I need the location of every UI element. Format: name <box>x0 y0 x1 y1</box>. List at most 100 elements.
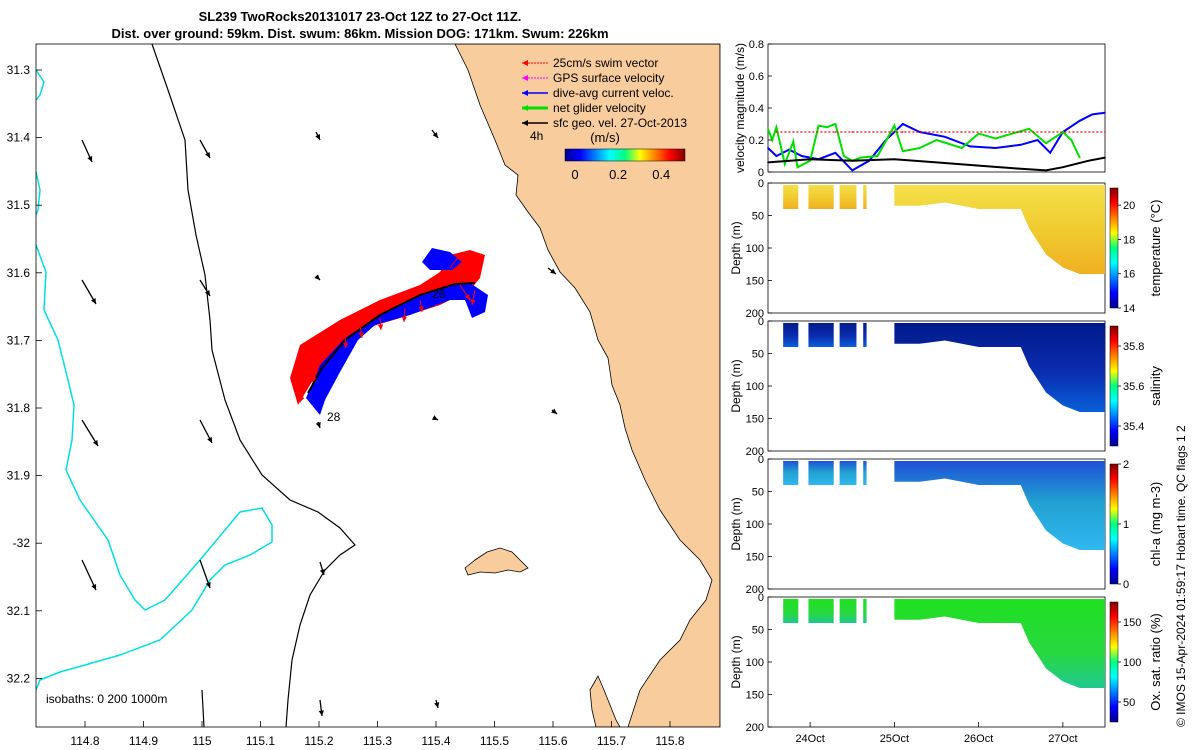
velocity-point <box>1049 152 1052 154</box>
geo-arrow-head <box>87 156 93 162</box>
swim-arrow <box>470 289 476 306</box>
geo-arrow <box>199 279 211 297</box>
section-y-tick-label: 100 <box>746 243 764 255</box>
velocity-point <box>843 155 845 157</box>
section-data-chunk <box>808 322 834 347</box>
section-colorbar-tick-label: 14 <box>1123 303 1135 315</box>
velocity-point <box>1078 120 1081 122</box>
velocity-axes <box>767 43 1106 173</box>
isobath-200m-b <box>36 171 41 216</box>
geo-arrow-head <box>207 437 212 443</box>
map-y-tick-label: 31.8 <box>7 401 31 415</box>
chart-subtitle: Dist. over ground: 59km. Dist. swum: 86k… <box>111 26 609 41</box>
velocity-y-tick-label: 0 <box>758 167 764 179</box>
swim-arrow-head <box>464 294 470 300</box>
geo-arrow-shaft <box>81 559 97 591</box>
velocity-point <box>851 169 854 172</box>
section-data-main <box>894 184 1105 274</box>
geo-arrow-head <box>92 440 98 446</box>
swim-arrow <box>311 369 319 383</box>
section-data-chunk <box>863 322 867 347</box>
section-panel-oxygen: 0 50 100 150 200 Depth (m) 50 100 150 Ox. sat. ra… <box>729 592 1163 734</box>
velocity-point <box>796 166 799 168</box>
velocity-point <box>826 126 828 128</box>
geo-arrow <box>315 421 321 429</box>
geo-arrow-head <box>315 134 320 140</box>
section-y-tick-label: 150 <box>746 552 764 564</box>
velocity-point <box>1104 131 1106 133</box>
section-panel-temperature: 0 50 100 150 200 Depth (m) 14 16 18 20 temperature… <box>729 178 1163 320</box>
section-colorbar <box>1109 325 1119 447</box>
map-x-tick-label: 115.2 <box>304 734 333 748</box>
map-x-axis: 114.8 114.9 115 115.1 115.2 115.3 115.4 115.5 11… <box>70 721 685 748</box>
velocity-point <box>767 128 769 130</box>
section-y-tick-label: 0 <box>758 592 764 604</box>
section-y-tick-label: 150 <box>746 690 764 702</box>
velocity-point <box>1045 142 1047 144</box>
map-y-tick-label: 31.6 <box>7 266 31 280</box>
section-colorbar-tick-label: 1 <box>1123 519 1129 531</box>
section-y-tick-label: 50 <box>752 211 764 223</box>
velocity-point <box>969 145 971 148</box>
map-y-tick-label: 31.7 <box>7 333 31 347</box>
velocity-point <box>1011 132 1014 135</box>
section-colorbar-tick-label: 150 <box>1123 617 1141 629</box>
map-y-tick-label: 31.9 <box>7 469 31 483</box>
map-y-tick-label: 31.3 <box>7 63 31 77</box>
velocity-y-tick-label: 0.2 <box>749 135 764 147</box>
time-x-axis: 24Oct 25Oct 26Oct 27Oct <box>795 722 1078 745</box>
section-y-tick-label: 0 <box>758 316 764 328</box>
swim-arrow-head <box>418 306 424 312</box>
legend-entry: 25cm/s swim vector <box>522 56 658 70</box>
velocity-point <box>1036 139 1039 141</box>
geo-arrow-head <box>434 702 440 708</box>
section-panel-salinity: 0 50 100 150 200 Depth (m) 35.4 35.6 35.8 salinit… <box>729 316 1163 458</box>
geo-arrow <box>431 129 439 139</box>
current-band-north <box>422 248 462 270</box>
geo-arrow <box>199 419 213 444</box>
geo-arrow-head <box>205 152 210 158</box>
velocity-point <box>935 139 938 141</box>
velocity-point <box>944 136 946 138</box>
legend-swatch-head <box>522 120 528 126</box>
velocity-point <box>775 126 778 128</box>
isobath-200m-c <box>36 244 273 691</box>
section-colorbar-tick-label: 35.6 <box>1123 381 1144 393</box>
section-colorbar-tick-label: 20 <box>1123 200 1135 212</box>
swim-arrow-head <box>342 342 349 348</box>
isobath-1000m-west <box>201 689 205 727</box>
swim-arrow <box>358 324 364 339</box>
isobath-label: isobaths: 0 200 1000m <box>46 692 167 706</box>
chart-title: SL239 TwoRocks20131017 23-Oct 12Z to 27-… <box>198 9 522 24</box>
velocity-point <box>935 161 938 164</box>
legend-swatch-head <box>522 105 528 111</box>
section-colorbar-label: salinity <box>1148 366 1163 406</box>
geo-arrow <box>199 139 211 159</box>
section-colorbar-label: chl-a (mg m-3) <box>1148 482 1163 567</box>
speed-colorbar-tick: 0.4 <box>652 167 670 182</box>
geo-velocity-arrows <box>81 129 558 717</box>
section-y-tick-label: 200 <box>746 308 764 320</box>
geo-arrow <box>318 699 324 717</box>
section-colorbar-label: Ox. sat. ratio (%) <box>1148 613 1163 711</box>
swim-arrows <box>299 251 476 403</box>
velocity-point <box>784 163 786 165</box>
section-y-tick-label: 200 <box>746 584 764 596</box>
legend-label: 25cm/s swim vector <box>553 56 658 70</box>
section-y-tick-label: 150 <box>746 414 764 426</box>
swim-arrow-head <box>377 324 384 330</box>
velocity-point <box>809 158 811 160</box>
section-colorbar-tick-label: 0 <box>1123 579 1129 591</box>
section-y-tick-label: 0 <box>758 454 764 466</box>
velocity-point <box>960 131 963 133</box>
section-data-chunk <box>783 184 799 209</box>
copyright-note: © IMOS 15-Apr-2024 01:59:17 Hobart time.… <box>1174 425 1188 727</box>
geo-arrow-head <box>315 422 321 428</box>
velocity-point <box>902 131 904 133</box>
geo-arrow-head <box>432 132 438 138</box>
current-band <box>306 283 488 415</box>
time-tick-label: 24Oct <box>795 733 824 745</box>
section-data-chunk <box>839 322 857 347</box>
